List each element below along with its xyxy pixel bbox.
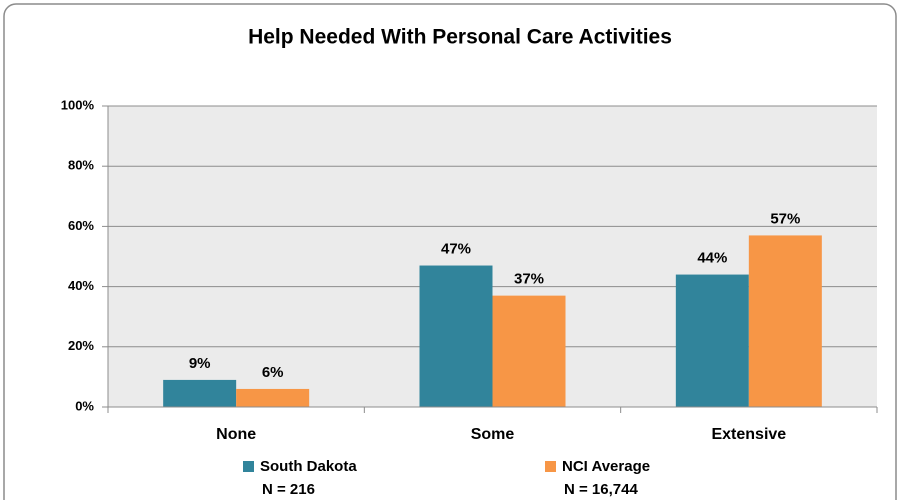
legend-label: South Dakota [260,458,357,475]
legend-swatch [243,461,254,472]
legend-note: N = 16,744 [564,481,638,498]
value-label: 47% [441,240,471,257]
bar [492,295,566,407]
x-tick-label: None [216,426,256,443]
y-tick-label: 20% [68,338,94,353]
value-label: 9% [189,355,211,372]
bar [236,388,310,407]
y-tick-label: 60% [68,218,94,233]
y-tick-label: 100% [61,97,95,112]
value-label: 44% [697,250,727,267]
legend-swatch [545,461,556,472]
value-label: 37% [514,271,544,288]
legend-note: N = 216 [262,481,315,498]
value-label: 6% [262,364,284,381]
y-tick-label: 40% [68,278,94,293]
bar [419,265,493,407]
bar [675,274,749,407]
bar [748,235,822,407]
chart-title: Help Needed With Personal Care Activitie… [248,26,672,49]
bar [163,379,237,407]
x-tick-label: Extensive [711,426,786,443]
y-tick-label: 0% [75,398,94,413]
value-label: 57% [770,210,800,227]
legend-label: NCI Average [562,458,650,475]
y-tick-label: 80% [68,158,94,173]
x-tick-label: Some [471,426,515,443]
